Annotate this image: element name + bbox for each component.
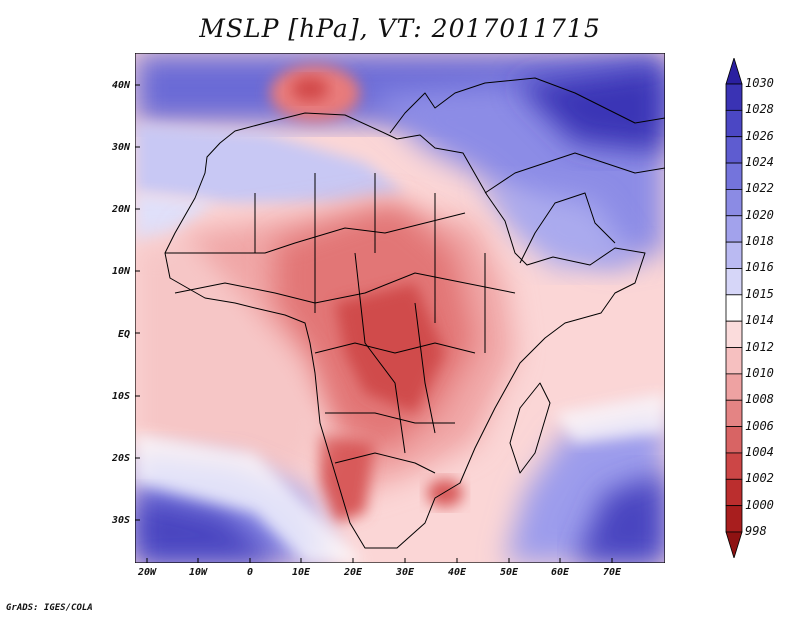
axis-ticks <box>135 84 613 563</box>
x-tick-label: 40E <box>447 567 467 578</box>
colorbar-label: 1030 <box>745 76 774 90</box>
colorbar-label: 1028 <box>745 102 774 117</box>
colorbar-label: 1000 <box>745 497 774 512</box>
colorbar-swatch <box>725 136 743 164</box>
colorbar-label: 1022 <box>745 181 774 196</box>
colorbar-label: 1010 <box>745 365 774 380</box>
x-tick-label: 20W <box>137 567 157 578</box>
x-tick-label: 60E <box>550 567 570 578</box>
pressure-field <box>135 53 665 563</box>
grads-credit: GrADS: IGES/COLA <box>6 603 93 613</box>
colorbar-swatch <box>725 189 743 217</box>
colorbar-swatch <box>725 294 743 322</box>
y-tick-label: 20N <box>111 204 130 215</box>
y-tick-label: 10N <box>111 266 130 277</box>
colorbar-label: 1006 <box>745 418 774 433</box>
y-tick-label: 30N <box>111 142 130 153</box>
colorbar-swatch <box>725 109 743 138</box>
colorbar-arrow-top <box>725 58 743 85</box>
colorbar-label: 1020 <box>745 207 774 222</box>
colorbar-swatch <box>725 268 743 296</box>
colorbar-swatch <box>725 478 743 507</box>
x-tick-label: 10E <box>291 567 311 578</box>
colorbar-label: 1016 <box>745 260 774 275</box>
colorbar-swatch <box>725 426 743 454</box>
x-tick-label: 10W <box>188 567 208 578</box>
x-tick-label: 30E <box>395 567 415 578</box>
colorbar-swatch <box>725 373 743 401</box>
colorbar-swatch <box>725 399 743 427</box>
colorbar-swatch <box>725 83 743 111</box>
x-tick-label: 70E <box>602 567 622 578</box>
colorbar-swatch <box>725 452 743 480</box>
x-tick-label: 50E <box>499 567 519 578</box>
colorbar-label: 1026 <box>745 128 774 143</box>
colorbar-swatch <box>725 215 743 243</box>
coastlines <box>164 77 665 549</box>
pressure-map <box>135 53 665 563</box>
y-tick-label: EQ <box>117 329 130 340</box>
colorbar-label: 1002 <box>745 471 774 486</box>
colorbar-label: 1008 <box>745 392 774 407</box>
colorbar-label: 1004 <box>745 444 774 459</box>
map-title: MSLP [hPa], VT: 2017011715 <box>199 14 601 43</box>
colorbar-label: 1024 <box>745 155 774 170</box>
colorbar-label: 1015 <box>745 286 774 301</box>
y-tick-label: 30S <box>111 515 130 526</box>
colorbar-label: 1012 <box>745 339 774 354</box>
colorbar-label: 1018 <box>745 234 774 249</box>
colorbar-swatch <box>725 162 743 190</box>
colorbar-swatch <box>725 241 743 269</box>
y-tick-label: 10S <box>111 391 130 402</box>
x-tick-label: 20E <box>343 567 363 578</box>
colorbar-swatch <box>725 320 743 348</box>
colorbar-label: 998 <box>745 524 767 538</box>
y-tick-label: 20S <box>111 453 130 464</box>
colorbar-label: 1014 <box>745 313 774 328</box>
colorbar-swatch <box>725 505 743 533</box>
y-tick-label: 40N <box>111 80 130 91</box>
colorbar <box>725 58 743 558</box>
colorbar-swatch <box>725 347 743 375</box>
colorbar-arrow-bottom <box>725 531 743 558</box>
x-tick-label: 0 <box>246 567 254 578</box>
